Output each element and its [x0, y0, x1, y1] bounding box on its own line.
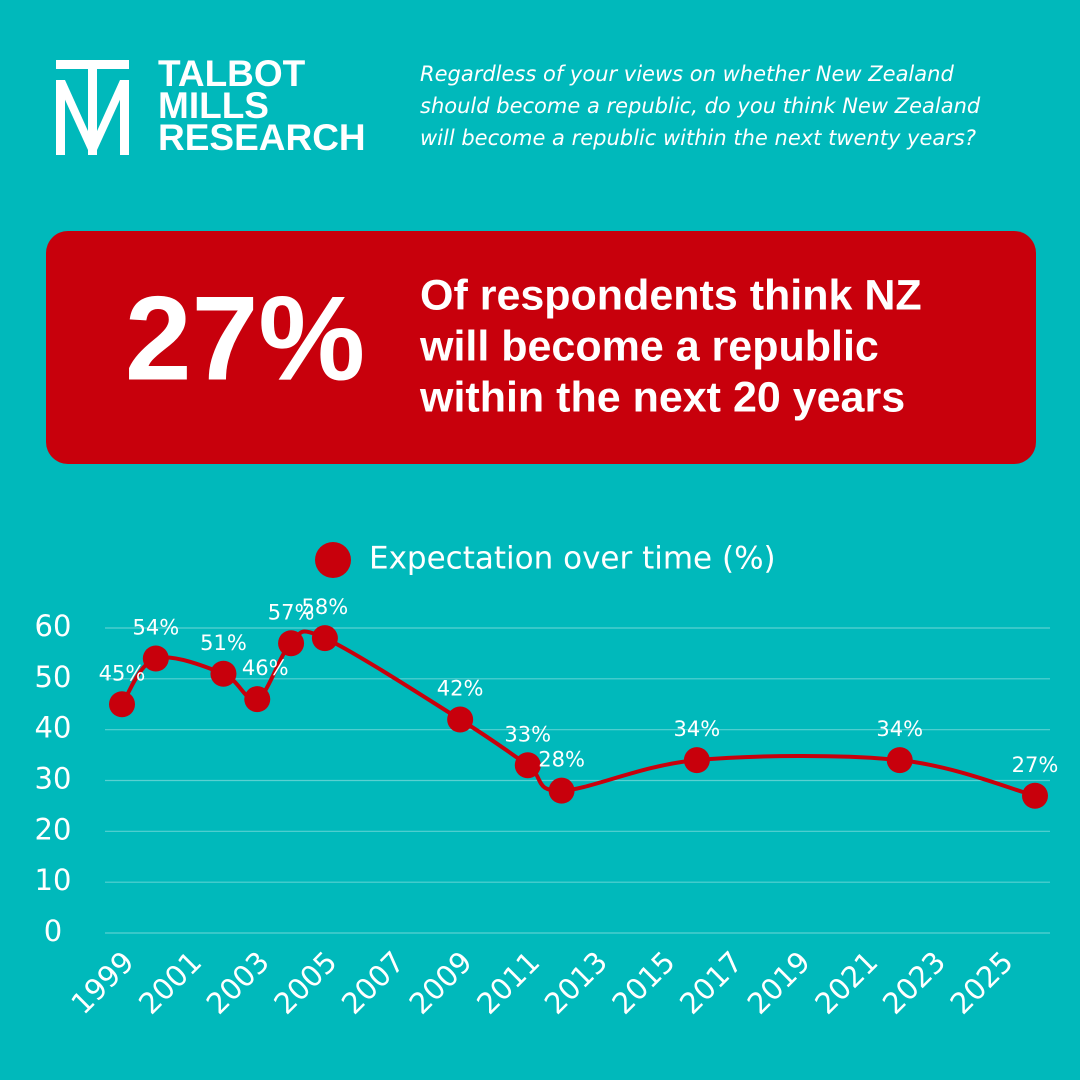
brand-line: TALBOT: [158, 53, 306, 94]
question-line: should become a republic, do you think N…: [420, 94, 981, 118]
legend-label: Expectation over time (%): [369, 541, 776, 577]
x-tick-label: 2007: [335, 945, 411, 1021]
data-label: 57%: [268, 600, 315, 624]
data-label: 46%: [242, 656, 289, 680]
point: [886, 747, 913, 774]
data-label: 34%: [876, 717, 923, 741]
x-tick-label: 2019: [741, 945, 817, 1021]
y-tick-label: 10: [35, 863, 72, 897]
point: [1022, 782, 1048, 809]
headline-box: [46, 231, 1036, 464]
data-label: 33%: [504, 722, 551, 746]
x-tick-label: 2001: [132, 945, 208, 1021]
data-label: 45%: [99, 661, 146, 685]
data-label: 58%: [302, 595, 349, 619]
point: [514, 752, 541, 779]
point: [278, 630, 305, 657]
point: [109, 691, 135, 718]
point: [548, 777, 575, 804]
x-tick-label: 2003: [200, 945, 276, 1021]
y-tick-label: 20: [35, 812, 72, 846]
point: [447, 706, 474, 733]
data-label: 51%: [200, 631, 247, 655]
legend-marker: [315, 542, 351, 578]
data-label: 54%: [132, 616, 179, 640]
question-line: will become a republic within the next t…: [420, 126, 976, 150]
headline-figure: 27%: [125, 272, 365, 406]
x-tick-label: 2021: [808, 945, 884, 1021]
x-tick-label: 1999: [64, 945, 140, 1021]
y-tick-label: 60: [35, 609, 72, 643]
x-tick-label: 2009: [403, 945, 479, 1021]
y-tick-label: 30: [35, 762, 72, 796]
headline-line: will become a republic: [419, 322, 879, 370]
headline-line: Of respondents think NZ: [420, 271, 922, 319]
data-label: 34%: [674, 717, 721, 741]
brand-line: RESEARCH: [158, 117, 366, 158]
question-line: Regardless of your views on whether New …: [420, 62, 954, 86]
data-label: 42%: [437, 677, 484, 701]
x-tick-label: 2013: [538, 945, 614, 1021]
logo-mark: [56, 60, 129, 155]
brand-line: MILLS: [158, 85, 269, 126]
point: [142, 645, 169, 672]
y-tick-label: 40: [35, 711, 72, 745]
point: [244, 686, 271, 713]
x-tick-label: 2005: [267, 945, 343, 1021]
headline-line: within the next 20 years: [419, 373, 905, 421]
y-tick-label: 0: [44, 914, 62, 948]
x-tick-label: 2011: [470, 945, 546, 1021]
x-tick-label: 2015: [605, 945, 681, 1021]
x-tick-label: 2025: [944, 945, 1020, 1021]
x-tick-label: 2023: [876, 945, 952, 1021]
point: [311, 625, 338, 652]
y-tick-label: 50: [35, 660, 72, 694]
point: [683, 747, 710, 774]
data-label: 28%: [538, 748, 585, 772]
x-tick-label: 2017: [673, 945, 749, 1021]
point: [210, 660, 237, 687]
data-label: 27%: [1012, 753, 1059, 777]
